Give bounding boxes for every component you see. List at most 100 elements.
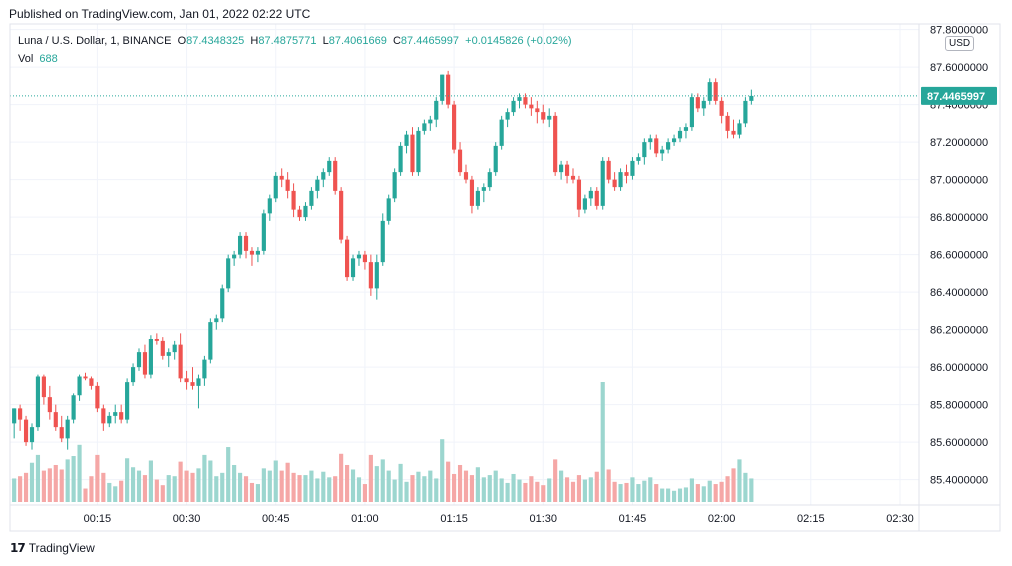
y-tick-label: 87.6000000 xyxy=(930,62,988,74)
volume-bar xyxy=(309,470,314,502)
candle xyxy=(345,235,350,281)
candle xyxy=(582,194,587,214)
volume-bar xyxy=(737,459,742,502)
volume-bar xyxy=(291,472,296,502)
candle xyxy=(660,145,665,161)
candle xyxy=(434,97,439,128)
candle xyxy=(83,372,88,381)
volume-bar xyxy=(172,476,177,502)
x-tick-label: 01:30 xyxy=(530,513,558,525)
volume-bar xyxy=(654,484,659,502)
candle-body xyxy=(172,344,177,353)
candle-body xyxy=(285,179,290,191)
candle xyxy=(107,412,112,428)
x-tick-label: 00:30 xyxy=(173,513,201,525)
volume-bar xyxy=(333,476,338,502)
volume-bar xyxy=(398,463,403,502)
candle-body xyxy=(273,175,278,199)
candle xyxy=(553,112,558,176)
candle-body xyxy=(59,427,64,439)
tradingview-logo: 17 TradingView xyxy=(10,541,95,555)
volume-bar xyxy=(142,475,148,502)
volume-bar xyxy=(713,484,718,502)
candle xyxy=(683,123,689,139)
candle-body xyxy=(166,352,171,356)
candle xyxy=(220,284,225,323)
volume-bar xyxy=(457,464,463,502)
candle xyxy=(29,423,35,450)
candle xyxy=(273,172,278,203)
x-tick-label: 02:30 xyxy=(886,513,914,525)
candle-body xyxy=(666,142,671,150)
candle xyxy=(190,367,195,390)
candle-body xyxy=(392,172,397,199)
candle xyxy=(648,134,653,150)
candle xyxy=(547,108,552,128)
volume-bar xyxy=(12,478,17,502)
volume-bar xyxy=(113,486,118,502)
volume-bar xyxy=(594,471,599,502)
volume-bar xyxy=(237,472,243,502)
candle-body xyxy=(511,100,516,113)
candle xyxy=(517,93,522,109)
candle xyxy=(618,168,623,191)
volume-bar xyxy=(232,464,237,502)
candle xyxy=(410,127,415,176)
candle xyxy=(160,337,165,360)
candle xyxy=(630,157,635,180)
candle xyxy=(505,108,510,128)
volume-bar xyxy=(166,475,171,502)
candle xyxy=(570,168,576,184)
candle-body xyxy=(226,258,231,289)
volume-bar xyxy=(303,475,308,502)
candle-body xyxy=(232,254,237,259)
candle-body xyxy=(345,239,350,278)
candle-body xyxy=(547,115,552,120)
y-tick-label: 85.8000000 xyxy=(930,400,988,412)
candle-body xyxy=(422,123,427,131)
candle xyxy=(689,93,694,131)
candle-body xyxy=(160,340,165,356)
volume-bar xyxy=(749,478,754,502)
volume-bar xyxy=(559,470,564,502)
candle-body xyxy=(309,190,314,206)
volume-bar xyxy=(487,475,492,502)
tradingview-logo-icon: 17 xyxy=(10,541,26,555)
volume-bar xyxy=(695,484,700,502)
candle xyxy=(142,344,148,379)
candle xyxy=(707,78,712,105)
x-tick-label: 00:15 xyxy=(84,513,112,525)
volume-bar xyxy=(339,453,344,502)
candle-body xyxy=(671,138,677,143)
candle xyxy=(237,232,243,259)
volume-bar xyxy=(416,471,421,502)
candle xyxy=(125,378,130,424)
candle xyxy=(279,168,284,188)
volume-bar xyxy=(130,467,136,502)
candle xyxy=(386,194,391,225)
volume-bar xyxy=(475,467,480,502)
currency-button[interactable]: USD xyxy=(945,36,975,51)
x-tick-label: 01:45 xyxy=(619,513,647,525)
candle xyxy=(119,404,124,424)
volume-bar xyxy=(701,486,706,502)
candle xyxy=(475,187,480,210)
volume-bar xyxy=(178,461,183,502)
candle xyxy=(208,318,213,364)
y-tick-label: 86.2000000 xyxy=(930,325,988,337)
candles xyxy=(12,70,754,450)
candle xyxy=(214,314,219,330)
candle xyxy=(232,250,237,266)
candle xyxy=(12,408,17,439)
candle-body xyxy=(493,145,498,173)
candle-body xyxy=(356,254,362,259)
y-tick-label: 87.8000000 xyxy=(930,25,988,37)
candle-body xyxy=(713,82,718,101)
close-label: C xyxy=(392,35,401,47)
y-tick-label: 86.4000000 xyxy=(930,287,988,299)
candle-body xyxy=(279,175,284,180)
low-label: L xyxy=(322,35,329,47)
volume-legend: Vol 688 xyxy=(18,53,58,65)
candle xyxy=(374,254,379,300)
